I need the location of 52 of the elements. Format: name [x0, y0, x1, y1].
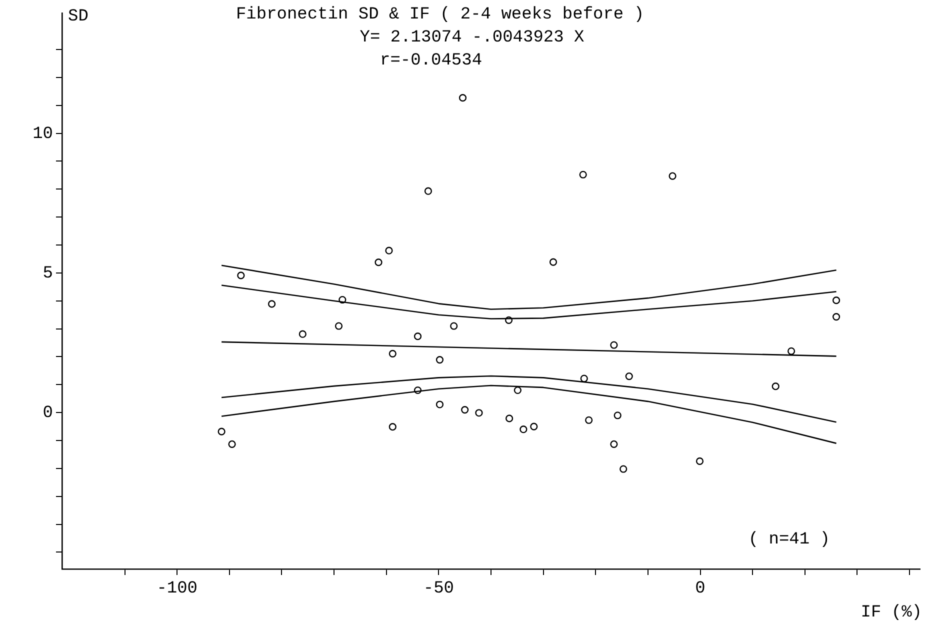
point: [530, 422, 538, 430]
point: [414, 332, 422, 340]
point: [338, 296, 346, 304]
annotation: r=-0.04534: [380, 52, 482, 70]
point: [620, 465, 628, 473]
point: [237, 272, 245, 280]
point: [579, 170, 587, 178]
point: [514, 386, 522, 394]
y-axis-title: SD: [68, 8, 88, 26]
annotation: ( n=41 ): [748, 530, 830, 550]
point: [385, 246, 393, 254]
point: [832, 296, 840, 304]
point: [374, 258, 382, 266]
point: [436, 356, 444, 364]
point: [424, 187, 432, 195]
y-tick-label: 5: [42, 264, 53, 284]
y-tick-label: 10: [32, 124, 53, 144]
x-axis-title: IF (%): [860, 604, 922, 622]
point: [298, 330, 306, 338]
point: [610, 440, 618, 448]
point: [520, 426, 528, 434]
point: [268, 300, 276, 308]
x-tick-label: 0: [695, 580, 706, 599]
point: [228, 440, 236, 448]
point: [549, 258, 558, 266]
point: [585, 416, 593, 424]
point: [504, 316, 513, 324]
point: [334, 322, 343, 330]
point: [668, 172, 676, 180]
point: [506, 414, 514, 422]
point: [388, 350, 396, 358]
point: [580, 374, 588, 382]
point: [610, 341, 618, 349]
point: [614, 412, 622, 420]
point: [772, 382, 780, 390]
point: [458, 94, 467, 102]
point: [414, 386, 422, 394]
point: [461, 406, 469, 414]
point: [388, 423, 396, 431]
point: [450, 322, 458, 330]
annotation: Y= 2.13074 -.0043923 X: [360, 28, 584, 48]
y-tick-label: 0: [42, 404, 53, 424]
point: [788, 347, 796, 355]
point: [832, 312, 840, 321]
point: [625, 372, 633, 380]
chart-title: Fibronectin SD & IF ( 2-4 weeks before ): [236, 6, 644, 24]
point: [218, 428, 226, 436]
x-tick-label: -100: [156, 580, 198, 599]
point: [696, 457, 704, 465]
point: [436, 400, 444, 408]
point: [475, 409, 483, 417]
x-tick-label: -50: [423, 580, 454, 599]
